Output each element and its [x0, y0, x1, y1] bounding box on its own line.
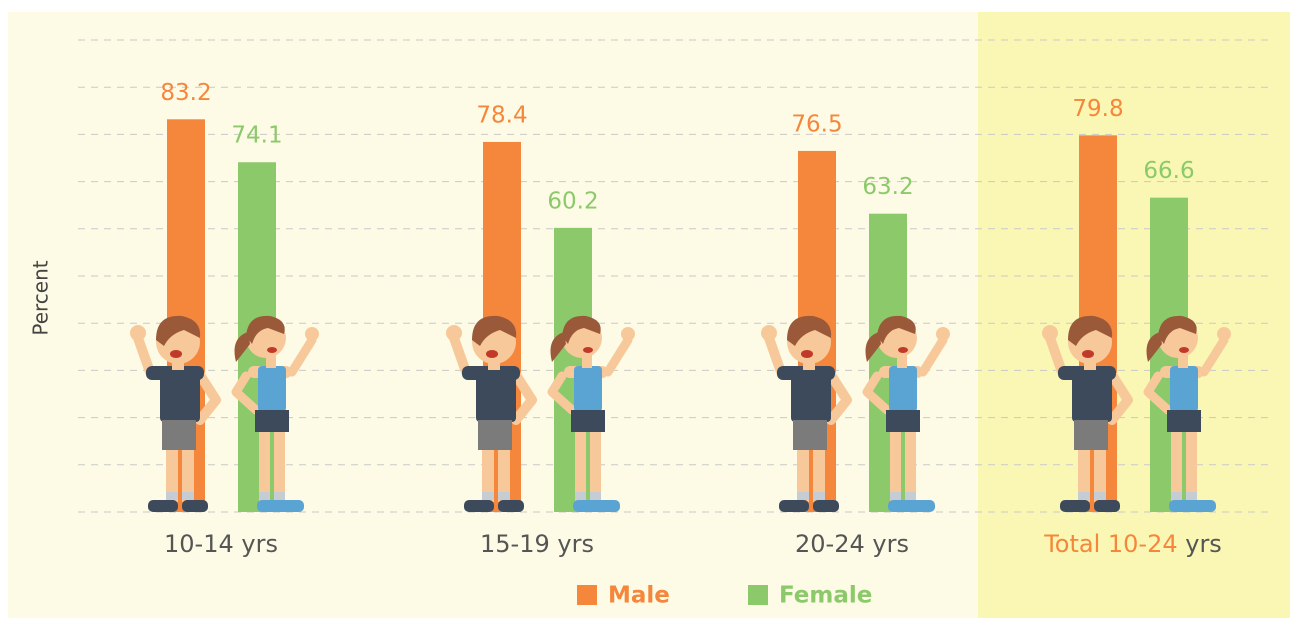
value-label: 83.2 — [160, 80, 211, 106]
highlight-background — [978, 12, 1290, 618]
x-tick-label-rest: yrs — [1185, 530, 1222, 558]
value-label: 60.2 — [547, 188, 598, 214]
legend-swatch — [577, 585, 597, 605]
legend-swatch — [748, 585, 768, 605]
x-tick-label: 15-19 yrs — [480, 530, 594, 558]
value-label: 78.4 — [476, 102, 527, 128]
chart: 10-14 yrs 83.2 74.1 15-19 yrs 78.4 60.2 20-24 … — [0, 0, 1299, 622]
x-tick-label: Total 10-24 yrs — [1043, 530, 1222, 558]
legend-label: Male — [608, 583, 670, 609]
legend-label: Female — [779, 583, 872, 609]
value-label: 76.5 — [791, 111, 842, 137]
value-label: 74.1 — [231, 123, 282, 149]
value-label: 63.2 — [862, 174, 913, 200]
x-tick-label: 10-14 yrs — [164, 530, 278, 558]
y-axis-label: Percent — [29, 260, 53, 335]
x-tick-label: 20-24 yrs — [795, 530, 909, 558]
x-tick-label-highlight: Total 10-24 — [1043, 530, 1185, 558]
value-label: 79.8 — [1072, 96, 1123, 122]
value-label: 66.6 — [1143, 158, 1194, 184]
